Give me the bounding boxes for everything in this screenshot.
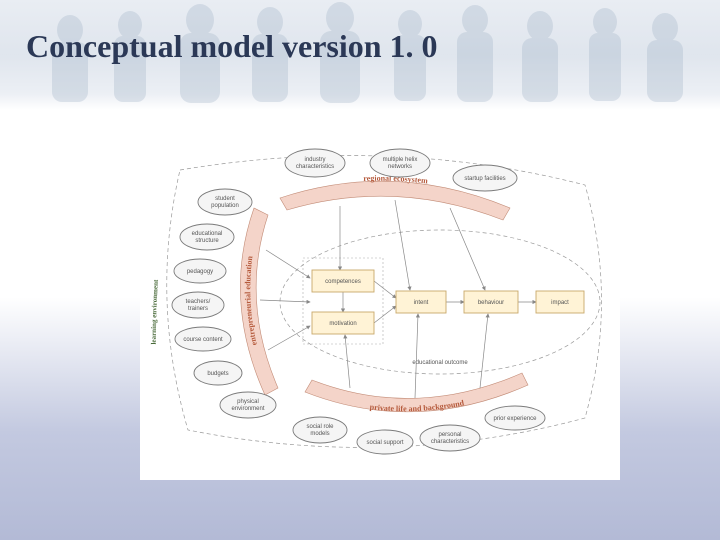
svg-text:intent: intent <box>414 300 429 306</box>
svg-text:personal: personal <box>438 432 461 438</box>
svg-text:characteristics: characteristics <box>431 439 469 445</box>
svg-text:educational: educational <box>192 231 223 237</box>
svg-text:multiple helix: multiple helix <box>383 157 418 163</box>
svg-text:course content: course content <box>183 337 223 343</box>
edge-mot-intent <box>374 306 396 323</box>
svg-text:physical: physical <box>237 399 259 405</box>
slide-title: Conceptual model version 1. 0 <box>26 28 438 65</box>
node-pedagogy: pedagogy <box>174 259 226 283</box>
node-student-pop: student population <box>198 189 252 215</box>
svg-text:competences: competences <box>325 279 361 285</box>
node-behaviour: behaviour <box>464 291 518 313</box>
conceptual-diagram: educational outcome regional ecosystem e… <box>140 130 620 480</box>
node-edu-structure: educational structure <box>180 224 234 250</box>
svg-text:behaviour: behaviour <box>478 300 504 306</box>
node-role-models: social role models <box>293 417 347 443</box>
node-startup: startup facilities <box>453 165 517 191</box>
svg-text:budgets: budgets <box>207 371 228 377</box>
conn-top-3 <box>450 208 485 290</box>
svg-text:trainers: trainers <box>188 306 208 312</box>
svg-text:student: student <box>215 196 235 202</box>
svg-text:industry: industry <box>304 157 325 163</box>
svg-text:characteristics: characteristics <box>296 164 334 170</box>
node-helix: multiple helix networks <box>370 149 430 177</box>
conn-left-3 <box>268 326 310 350</box>
node-social-support: social support <box>357 430 413 454</box>
conn-bot-3 <box>480 314 488 388</box>
conn-left-1 <box>266 250 310 278</box>
conn-bot-2 <box>415 314 418 398</box>
svg-text:social support: social support <box>366 440 403 446</box>
svg-text:pedagogy: pedagogy <box>187 269 213 275</box>
svg-text:population: population <box>211 203 239 209</box>
svg-text:motivation: motivation <box>329 321 356 327</box>
svg-text:networks: networks <box>388 164 412 170</box>
node-intent: intent <box>396 291 446 313</box>
svg-text:impact: impact <box>551 300 569 306</box>
svg-text:structure: structure <box>195 238 219 244</box>
node-motivation: motivation <box>312 312 374 334</box>
svg-text:social role: social role <box>306 424 334 430</box>
node-industry: industry characteristics <box>285 149 345 177</box>
diagram-container: educational outcome regional ecosystem e… <box>140 130 620 480</box>
edge-comp-intent <box>374 281 396 298</box>
node-phys-env: physical environment <box>220 392 276 418</box>
svg-text:learning environment: learning environment <box>150 279 160 345</box>
learning-env-label: learning environment <box>150 279 160 345</box>
conn-top-2 <box>395 200 410 290</box>
node-prior-exp: prior experience <box>485 406 545 430</box>
svg-text:models: models <box>310 431 329 437</box>
outcome-label: educational outcome <box>412 360 468 366</box>
node-personal: personal characteristics <box>420 425 480 451</box>
node-budgets: budgets <box>194 361 242 385</box>
node-teachers: teachers/ trainers <box>172 292 224 318</box>
svg-text:teachers/: teachers/ <box>186 299 211 305</box>
svg-text:prior experience: prior experience <box>493 416 537 422</box>
conn-left-2 <box>260 300 310 302</box>
node-impact: impact <box>536 291 584 313</box>
node-competences: competences <box>312 270 374 292</box>
node-course: course content <box>175 327 231 351</box>
svg-text:startup facilities: startup facilities <box>464 176 505 182</box>
svg-text:environment: environment <box>231 406 264 412</box>
